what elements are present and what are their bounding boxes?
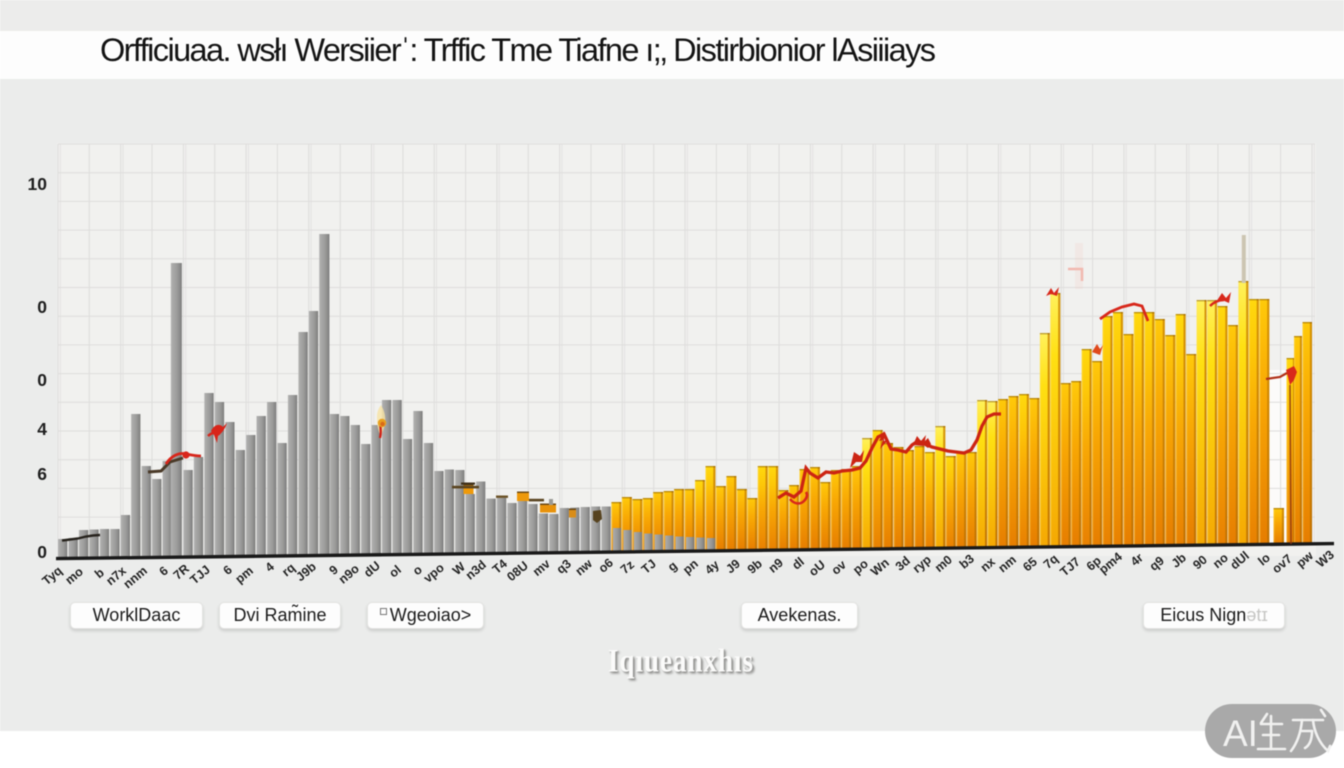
svg-text:AI: AI <box>1223 713 1258 754</box>
svg-text:10: 10 <box>28 174 48 194</box>
svg-text:0: 0 <box>37 297 47 317</box>
svg-text:4: 4 <box>37 419 47 439</box>
svg-text:6: 6 <box>37 464 47 484</box>
svg-text:0: 0 <box>37 542 47 562</box>
svg-text:0: 0 <box>37 370 47 390</box>
